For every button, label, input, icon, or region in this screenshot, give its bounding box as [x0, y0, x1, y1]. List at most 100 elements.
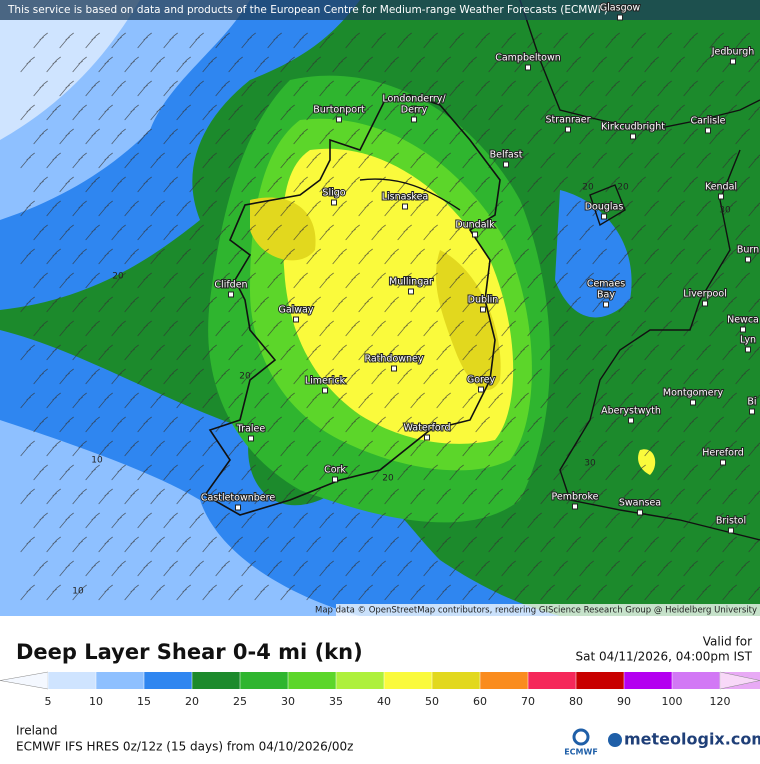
- colorbar-tick-label: 35: [329, 695, 343, 708]
- place-marker: [740, 326, 746, 333]
- colorbar-tick-label: 40: [377, 695, 391, 708]
- colorbar-segment: [528, 672, 576, 689]
- place-marker: [628, 417, 634, 424]
- place-marker: [690, 399, 696, 406]
- contour-label: 20: [582, 183, 594, 193]
- brand: meteologix.com: [624, 730, 760, 749]
- colorbar-segment: [192, 672, 240, 689]
- place-marker: [728, 527, 734, 534]
- place-marker: [730, 58, 736, 65]
- colorbar-tick-label: 120: [710, 695, 731, 708]
- shear-area: [0, 0, 140, 140]
- barb: [20, 32, 760, 601]
- region: Ireland: [16, 724, 58, 738]
- place-label: Aberystwyth: [601, 406, 661, 417]
- colorbar-segment: [96, 672, 144, 689]
- shear-area: [0, 420, 360, 616]
- place-label: Newca: [727, 315, 759, 326]
- colorbar-arrow: [0, 671, 49, 690]
- place-label: Hereford: [702, 448, 743, 459]
- place-label: Limerick: [305, 376, 346, 387]
- place-label: Swansea: [619, 498, 661, 509]
- coastline: [589, 184, 626, 227]
- contour-label: 30: [584, 459, 596, 469]
- place-label: Burtonport: [313, 105, 365, 116]
- place-marker: [572, 503, 578, 510]
- place-label: Bristol: [716, 516, 746, 527]
- attribution-bg: [336, 604, 760, 616]
- ecmwf-text: ECMWF: [564, 748, 598, 757]
- place-label: Gorey: [467, 375, 496, 386]
- place-marker: [402, 203, 408, 210]
- place-marker: [630, 133, 636, 140]
- colorbar-tick-label: 60: [473, 695, 487, 708]
- place-label: Derry: [401, 105, 428, 116]
- place-label: Mullingar: [389, 277, 433, 288]
- place-marker: [411, 105, 417, 112]
- place-marker: [617, 14, 623, 21]
- place-label: Castletownbere: [201, 493, 276, 504]
- place-label: Lisnaskea: [382, 192, 429, 203]
- place-marker: [603, 290, 609, 297]
- place-label: Cork: [324, 465, 346, 476]
- border: [359, 178, 461, 211]
- place-marker: [745, 346, 751, 353]
- colorbar-segment: [144, 672, 192, 689]
- colorbar-segment: [240, 672, 288, 689]
- valid-label: Valid for: [703, 635, 752, 649]
- colorbar-segment: [480, 672, 528, 689]
- place-marker: [235, 504, 241, 511]
- shear-area: [250, 197, 316, 261]
- place-label: Liverpool: [683, 289, 727, 300]
- coastline: [519, 0, 760, 541]
- contour-label: 20: [112, 272, 124, 282]
- colorbar-segment: [384, 672, 432, 689]
- place-label: Kirkcudbright: [601, 122, 665, 133]
- place-marker: [248, 435, 254, 442]
- contour-label: 20: [382, 474, 394, 484]
- contour-label: 30: [719, 206, 731, 216]
- colorbar-segment: [432, 672, 480, 689]
- place-marker: [718, 193, 724, 200]
- contour-label: 10: [91, 456, 103, 466]
- place-marker: [525, 64, 531, 71]
- shear-area: [555, 190, 632, 318]
- place-label: Londonderry/: [382, 94, 446, 105]
- place-marker: [637, 509, 643, 516]
- place-marker: [603, 301, 609, 308]
- place-label: Burn: [737, 245, 759, 256]
- place-label: Waterford: [403, 423, 450, 434]
- place-label: Bay: [597, 290, 615, 301]
- place-marker: [322, 387, 328, 394]
- coastline: [203, 94, 501, 516]
- colorbar-tick-label: 25: [233, 695, 247, 708]
- place-label: Douglas: [585, 202, 624, 213]
- place-marker: [601, 213, 607, 220]
- place-label: Sligo: [322, 188, 345, 199]
- place-marker: [332, 476, 338, 483]
- place-label: Cemaes: [587, 279, 625, 290]
- place-marker: [480, 306, 486, 313]
- place-marker: [391, 365, 397, 372]
- ecmwf-logo: [572, 728, 590, 746]
- colorbar-tick-label: 15: [137, 695, 151, 708]
- place-label: Dundalk: [455, 220, 495, 231]
- colorbar-tick-label: 100: [662, 695, 683, 708]
- contour-label: 20: [617, 183, 629, 193]
- place-label: Pembroke: [551, 492, 598, 503]
- colorbar-segment: [336, 672, 384, 689]
- wind-barbs: [20, 32, 760, 601]
- place-label: Carlisle: [690, 116, 725, 127]
- place-label: Glasgow: [600, 3, 641, 14]
- colorbar-tick-label: 20: [185, 695, 199, 708]
- place-label: Tralee: [236, 424, 266, 435]
- place-marker: [565, 126, 571, 133]
- place-label: Dublin: [468, 295, 499, 306]
- place-label: Galway: [278, 305, 313, 316]
- place-marker: [293, 316, 299, 323]
- colorbar-segment: [672, 672, 720, 689]
- place-marker: [336, 116, 342, 123]
- colorbar-segment: [48, 672, 96, 689]
